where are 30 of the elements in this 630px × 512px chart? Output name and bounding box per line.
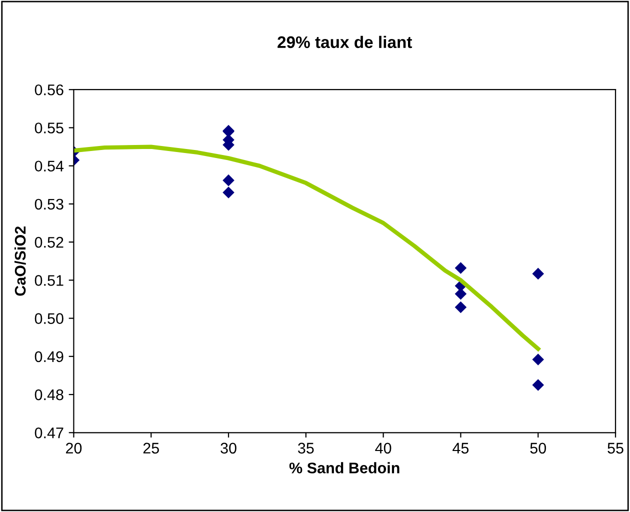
point — [455, 302, 466, 313]
point — [532, 354, 544, 366]
x-axis-title: % Sand Bedoin — [289, 462, 400, 474]
point — [532, 268, 544, 280]
y-tick-label: 0.56 — [34, 84, 64, 96]
y-tick-label: 0.49 — [34, 351, 64, 362]
x-tick-label: 35 — [298, 442, 314, 454]
x-tick-label: 50 — [530, 442, 546, 454]
y-axis-title: CaO/SiO2 — [14, 226, 26, 296]
y-tick-label: 0.54 — [34, 160, 64, 172]
x-tick-label: 25 — [143, 442, 159, 454]
y-tick-label: 0.47 — [34, 428, 64, 438]
y-tick-label: 0.55 — [34, 122, 64, 134]
line-series — [74, 144, 540, 351]
x-tick-label: 30 — [220, 442, 236, 454]
x-tick-label: 20 — [66, 442, 82, 454]
y-tick-label: 0.51 — [34, 275, 64, 286]
y-tick-label: 0.50 — [34, 313, 64, 324]
point — [455, 262, 466, 274]
y-tick-label: 0.53 — [34, 198, 64, 210]
y-tick-label: 0.48 — [34, 389, 64, 400]
point — [532, 379, 544, 391]
point — [222, 174, 234, 186]
x-tick-label: 40 — [375, 442, 392, 454]
x-tick-label: 45 — [452, 442, 469, 454]
chart-title: 29% taux de liant — [278, 36, 412, 48]
y-tick-label: 0.52 — [34, 236, 64, 248]
point — [455, 288, 466, 300]
point — [222, 186, 234, 198]
x-tick-label: 55 — [608, 442, 624, 454]
